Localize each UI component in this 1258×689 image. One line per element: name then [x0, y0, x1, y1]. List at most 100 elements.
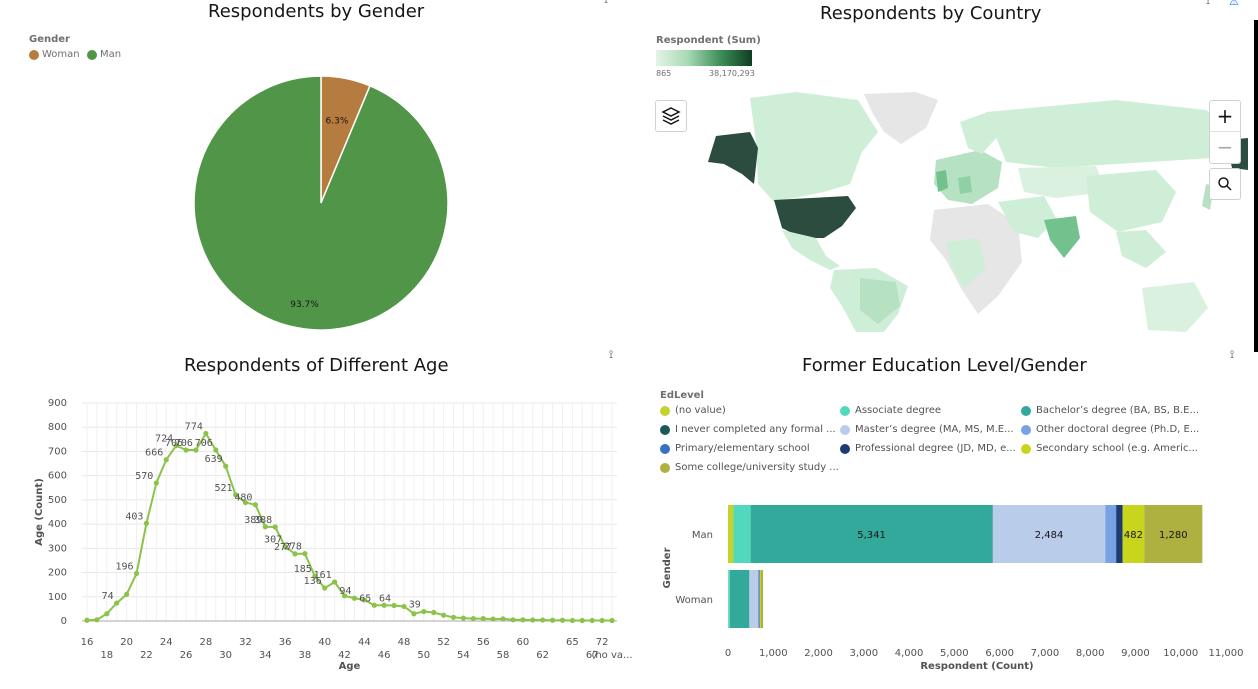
data-point[interactable]: [559, 617, 566, 623]
data-point[interactable]: [193, 447, 199, 453]
data-point[interactable]: [351, 595, 358, 601]
education-legend-item[interactable]: Some college/university study ...: [660, 462, 839, 473]
education-legend-item[interactable]: Professional degree (JD, MD, e...: [840, 443, 1016, 454]
bar-segment[interactable]: [992, 505, 1106, 563]
bar-segment[interactable]: [750, 505, 993, 563]
data-point[interactable]: [579, 617, 585, 624]
data-point[interactable]: [272, 524, 278, 530]
data-point[interactable]: [371, 602, 377, 608]
zoom-in-button[interactable]: +: [1216, 104, 1234, 128]
data-point[interactable]: [322, 585, 328, 591]
data-point[interactable]: [84, 617, 90, 623]
data-point[interactable]: [381, 602, 387, 608]
data-point[interactable]: [213, 447, 219, 453]
data-point[interactable]: [124, 591, 130, 597]
world-map[interactable]: [646, 92, 1248, 332]
pin-icon[interactable]: ⟟: [1206, 0, 1211, 7]
y-tick-label: 100: [48, 592, 67, 603]
data-point[interactable]: [401, 603, 407, 610]
warning-icon[interactable]: ⚠: [1229, 0, 1239, 8]
data-point[interactable]: [114, 600, 120, 606]
data-point[interactable]: [540, 617, 546, 623]
data-point[interactable]: [450, 614, 457, 620]
bar-segment[interactable]: [761, 570, 764, 628]
data-point[interactable]: [589, 617, 595, 624]
data-point[interactable]: [470, 615, 476, 622]
data-point[interactable]: [312, 573, 318, 579]
data-point[interactable]: [292, 551, 298, 557]
data-point[interactable]: [341, 593, 348, 599]
data-point[interactable]: [441, 612, 447, 618]
data-point[interactable]: [282, 544, 288, 550]
education-legend-item[interactable]: (no value): [660, 405, 726, 416]
data-point[interactable]: [421, 608, 427, 615]
data-point[interactable]: [183, 447, 189, 453]
map-layers-control[interactable]: [655, 100, 687, 132]
data-point[interactable]: [510, 617, 516, 623]
data-point[interactable]: [133, 570, 140, 577]
pin-icon[interactable]: ⟟: [1230, 349, 1235, 361]
alaska: [708, 132, 758, 184]
education-legend-item[interactable]: Primary/elementary school: [660, 443, 810, 454]
data-point[interactable]: [163, 457, 169, 463]
pin-icon[interactable]: ⟟: [609, 349, 614, 361]
bar-segment[interactable]: [1105, 505, 1116, 563]
bar-segment[interactable]: [733, 505, 751, 563]
pie-slice-man[interactable]: [193, 75, 449, 331]
bar-segment[interactable]: [729, 570, 750, 628]
data-point[interactable]: [599, 617, 605, 624]
data-point[interactable]: [232, 492, 239, 498]
data-point[interactable]: [411, 611, 417, 617]
data-point[interactable]: [431, 609, 437, 616]
education-legend-item[interactable]: Master’s degree (MA, MS, M.E...: [840, 424, 1014, 435]
search-icon[interactable]: [1210, 169, 1240, 199]
bar-segment[interactable]: [759, 570, 762, 628]
bar-segment[interactable]: [1115, 505, 1117, 563]
zoom-out-button[interactable]: −: [1210, 131, 1240, 162]
gender-legend-item-man[interactable]: Man: [87, 49, 121, 60]
data-point[interactable]: [223, 463, 229, 469]
bar-segment[interactable]: [749, 570, 758, 628]
data-point[interactable]: [153, 480, 159, 486]
layers-icon[interactable]: [656, 101, 686, 131]
data-point[interactable]: [143, 520, 150, 526]
data-point[interactable]: [361, 597, 367, 603]
education-legend-item[interactable]: I never completed any formal ...: [660, 424, 836, 435]
education-legend-item[interactable]: Bachelor’s degree (BA, BS, B.E...: [1021, 405, 1199, 416]
education-stacked-bar-chart: 5,341 2,484 482 1,280 Man Woman 0 1,000 2,000 3,0…: [662, 505, 1244, 672]
data-point[interactable]: [94, 617, 100, 623]
education-legend-item[interactable]: Secondary school (e.g. Americ...: [1021, 443, 1198, 454]
gender-legend-item-woman[interactable]: Woman: [29, 49, 80, 60]
data-point[interactable]: [242, 499, 249, 506]
data-point[interactable]: [569, 617, 575, 624]
category-label: Woman: [675, 595, 713, 606]
pin-icon[interactable]: ⟟: [604, 0, 609, 6]
data-point[interactable]: [302, 551, 308, 557]
data-point[interactable]: [609, 617, 615, 624]
map-zoom-control[interactable]: + −: [1209, 100, 1241, 164]
bar-segment[interactable]: [728, 505, 734, 563]
data-point[interactable]: [252, 502, 258, 508]
data-point[interactable]: [500, 616, 506, 622]
bar-segment[interactable]: [728, 570, 730, 628]
map-search-control[interactable]: [1209, 168, 1241, 200]
data-point[interactable]: [490, 616, 496, 622]
data-point[interactable]: [460, 615, 467, 621]
bar-segment[interactable]: [757, 570, 760, 628]
bar-segment[interactable]: [1144, 505, 1203, 563]
data-point[interactable]: [549, 617, 556, 623]
data-point[interactable]: [391, 602, 397, 609]
education-legend-item[interactable]: Other doctoral degree (Ph.D, E...: [1021, 424, 1199, 435]
data-point[interactable]: [173, 443, 179, 449]
data-point[interactable]: [480, 615, 486, 622]
bar-segment[interactable]: [1122, 505, 1145, 563]
data-point[interactable]: [520, 617, 526, 623]
data-point[interactable]: [203, 430, 209, 437]
data-label: 196: [115, 562, 133, 573]
education-legend-item[interactable]: Associate degree: [840, 405, 941, 416]
data-point[interactable]: [332, 579, 338, 585]
data-point[interactable]: [530, 617, 536, 623]
data-point[interactable]: [262, 524, 268, 530]
bar-segment[interactable]: [1116, 505, 1123, 563]
data-point[interactable]: [104, 611, 110, 617]
